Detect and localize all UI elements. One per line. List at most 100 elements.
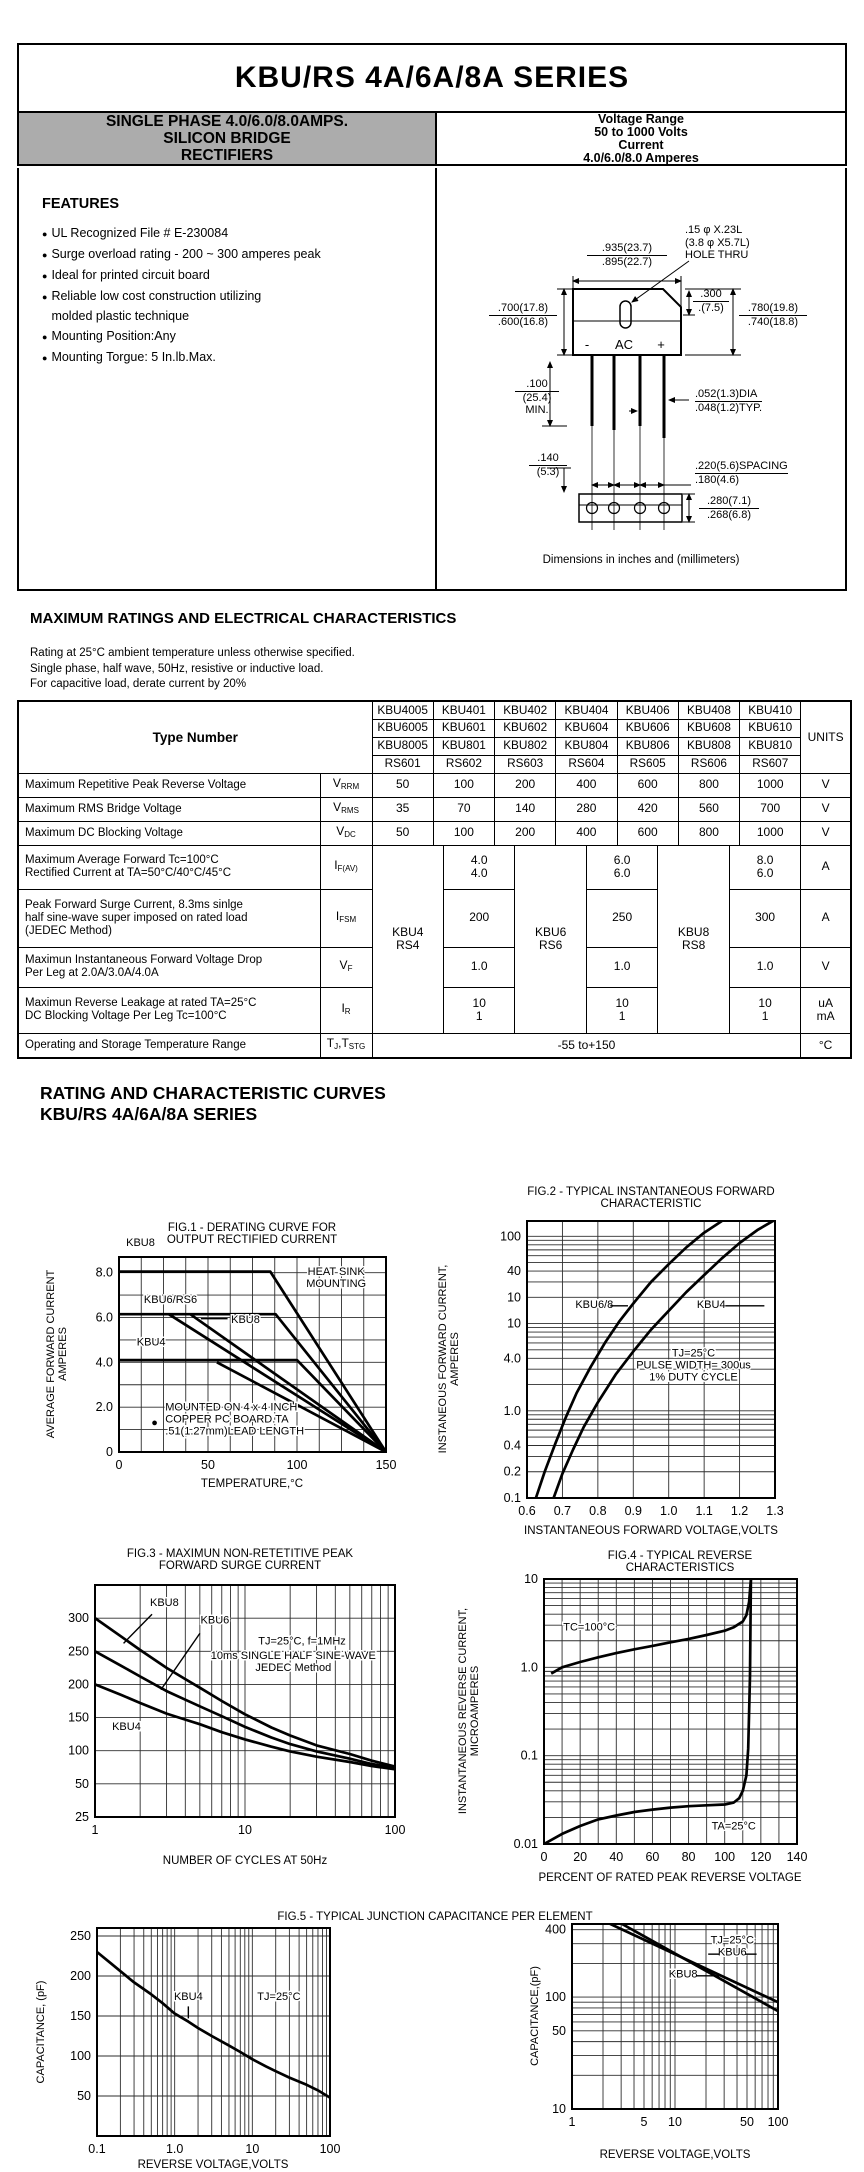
dimension-text: .700(17.8) [489,302,557,316]
chart-label: ● [151,1417,158,1429]
dimension-text: .740(18.8) [747,315,799,328]
bullet-icon: ● [42,353,48,363]
rating-value: 420 [616,796,679,822]
x-tick-label: 20 [573,1850,587,1864]
rating-value: 1000 [739,772,802,798]
table-row: Maximum DC Blocking Voltage VDC 50 100 200 40… [17,820,852,846]
dim-height-left: .700(17.8) .600(16.8) [489,302,557,328]
rating-value: 200 [494,820,557,846]
x-tick-label: 120 [750,1850,771,1864]
chart-label: TC=100°C [563,1622,615,1634]
minus-mark: - [585,337,589,352]
row-unit: V [800,772,852,798]
rating-value: 600 [616,820,679,846]
y-tick-label: 200 [70,1969,91,1983]
dim-base-thickness: .280(7.1) .268(6.8) [699,495,759,521]
chart-label: KBU4 [137,1337,166,1349]
x-tick-label: 50 [201,1458,215,1472]
dimension-text: .15 φ X.23L [685,224,743,236]
row-description: Maximun Reverse Leakage at rated TA=25°C… [17,986,321,1034]
subheader: SINGLE PHASE 4.0/6.0/8.0AMPS. SILICON BRI… [17,112,847,166]
x-tick-label: 140 [787,1850,808,1864]
rating-value: 1.0 [585,946,659,988]
features-list: ● UL Recognized File # E-230084 ● Surge ove… [42,223,422,368]
y-tick-label: 250 [70,1929,91,1943]
dim-lead-length: .100 (25.4) MIN. [515,378,559,417]
rating-value: 10 1 [728,986,802,1034]
table-row: Maximum RMS Bridge Voltage VRMS 35 70 140 280… [17,796,852,822]
y-axis-label: AVERAGE FORWARD CURRENT [45,1269,57,1438]
x-tick-label: 40 [609,1850,623,1864]
part-number: KBU802 [494,736,557,756]
group-label: KBU6 RS6 [514,844,587,1034]
part-number: KBU604 [555,718,618,738]
row-symbol: VF [319,946,373,988]
text-line: 50 to 1000 Volts [594,124,688,139]
row-unit: V [800,946,852,988]
x-tick-label: 10 [668,2115,682,2129]
ratings-table: Type Number KBU4005 KBU401 KBU402 KBU404 KBU4… [17,700,852,1059]
chart-label: KBU4 [112,1721,141,1733]
package-drawing-svg: - AC + [542,260,741,530]
y-tick-label: 6.0 [96,1311,113,1325]
part-number: KBU808 [677,736,741,756]
group-label: KBU4 RS4 [371,844,444,1034]
pad-2 [607,501,621,515]
mount-hole [619,300,632,329]
y-tick-label: 0.01 [514,1837,538,1851]
feature-text: Mounting Torgue: 5 In.lb.Max. [51,350,216,364]
text-line: RECTIFIERS [180,147,274,164]
part-number: KBU4005 [371,700,434,720]
table-row: Type Number KBU4005 KBU401 KBU402 KBU404 KBU4… [17,700,852,774]
feature-text: Mounting Position:Any [51,329,176,343]
chart-label: 1% DUTY CYCLE [649,1371,737,1383]
package-outline [572,288,682,356]
text-line: For capacitive load, derate current by 2… [30,678,247,690]
x-tick-label: 10 [238,1823,252,1837]
y-axis-label: INSTANTANEOUS REVERSE CURRENT, [457,1608,469,1814]
part-number: KBU601 [432,718,496,738]
y-tick-label: 100 [545,1990,566,2004]
dim-hole: .15 φ X.23L (3.8 φ X5.7L) HOLE THRU [685,224,750,262]
dimension-text: .268(6.8) [706,508,752,521]
chart-label: TJ=25°C [711,1935,754,1947]
chart-label: KBU4 [174,1991,203,2003]
y-tick-label: 300 [68,1611,89,1625]
part-number: RS607 [739,754,802,774]
feature-item: ● UL Recognized File # E-230084 [42,223,422,244]
text-line: SINGLE PHASE 4.0/6.0/8.0AMPS. [105,113,349,130]
chart-label: COPPER PC BOARD.TA [165,1414,289,1426]
row-description: Peak Forward Surge Current, 8.3ms sinlge… [17,888,321,948]
y-tick-label: 0.4 [504,1438,521,1452]
rating-value: 4.0 4.0 [442,844,516,890]
series-kbu6 [94,1650,396,1770]
plot-frame [118,1256,387,1453]
rating-value: 50 [371,820,434,846]
y-tick-label: 0.1 [504,1491,521,1505]
dimension-lines [542,260,741,523]
y-tick-label: 10 [524,1572,538,1586]
fig5-capacitance-kbu4: 0.1 1.0 10 100 50 100 150 200 250 KBU4 TJ=25°C REVE… [34,1927,340,2172]
dimension-text: .(7.5) [698,301,724,314]
fig2-forward-characteristic: 0.6 0.7 0.8 0.9 1.0 1.1 1.2 1.3 100 40 10 10 4.0 1.0 0… [436,1185,784,1539]
rating-value: 800 [677,820,741,846]
chart-title: FIG.1 - DERATING CURVE FOR [168,1222,336,1234]
y-axis-label: AMPERES [57,1327,69,1381]
rating-value: 10 1 [442,986,516,1034]
drawing-caption: Dimensions in inches and (millimeters) [542,554,740,566]
part-number: KBU606 [616,718,679,738]
series-kbu6-pc-board [189,1313,387,1453]
row-symbol: IFSM [319,888,373,948]
dimension-text: .052(1.3)DIA [695,388,763,402]
dimension-text: (3.8 φ X5.7L) [685,236,750,249]
part-number: KBU801 [432,736,496,756]
pad-1 [585,501,599,515]
text-line: Current [618,137,664,152]
rating-value: -55 to+150 [371,1032,802,1059]
chart-label: MOUNTING [306,1278,366,1290]
dimension-text: HOLE THRU [685,249,749,261]
part-number: RS601 [371,754,434,774]
part-number: KBU404 [555,700,618,720]
feature-item: ● Ideal for printed circuit board [42,265,422,286]
